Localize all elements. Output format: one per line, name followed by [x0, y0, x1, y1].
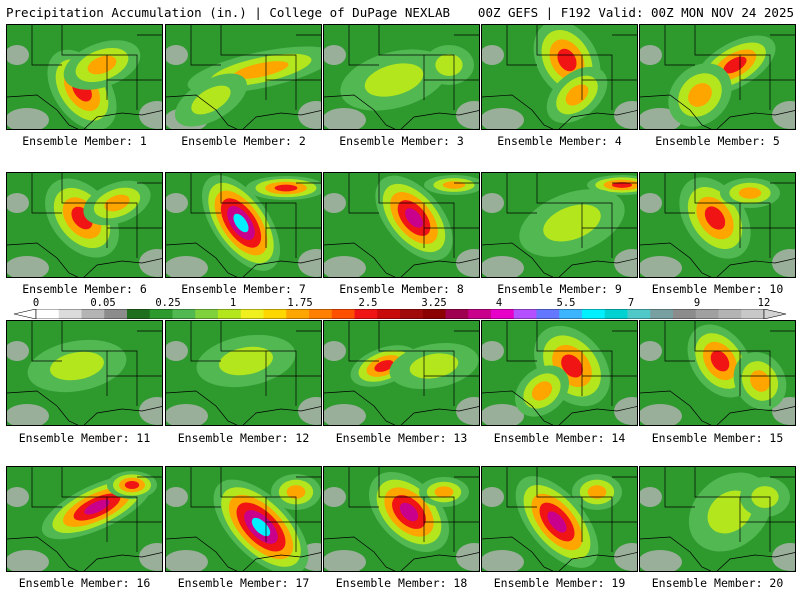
precip-map [7, 173, 162, 277]
colorbar-tick-label: 1 [229, 297, 237, 309]
precip-map [482, 467, 637, 571]
colorbar-ramp [13, 309, 787, 319]
precip-map [7, 321, 162, 425]
precip-map [166, 321, 321, 425]
colorbar-tick-label: 0.25 [155, 297, 181, 309]
ensemble-member-label: Ensemble Member: 1 [22, 134, 147, 148]
ensemble-member-label: Ensemble Member: 3 [339, 134, 464, 148]
ensemble-map-panel [165, 320, 322, 426]
model-valid-time: 00Z GEFS | F192 Valid: 00Z MON NOV 24 20… [477, 5, 794, 20]
ensemble-member-label: Ensemble Member: 5 [655, 134, 780, 148]
ensemble-map-panel [481, 466, 638, 572]
colorbar-tick-label: 0 [32, 297, 40, 309]
ensemble-member-label: Ensemble Member: 15 [651, 431, 784, 445]
precip-map [640, 321, 795, 425]
ensemble-map-panel [323, 320, 480, 426]
ensemble-map-panel [6, 24, 163, 130]
ensemble-member-label: Ensemble Member: 17 [177, 576, 310, 590]
ensemble-member-label: Ensemble Member: 9 [497, 282, 622, 296]
ensemble-member-label: Ensemble Member: 18 [335, 576, 468, 590]
product-title: Precipitation Accumulation (in.) | Colle… [6, 5, 451, 20]
precip-map [166, 467, 321, 571]
ensemble-map-panel [481, 320, 638, 426]
precip-colorbar: 0 0.05 0.25 1 1.75 2.5 3.25 4 5.5 7 9 12 [0, 297, 800, 321]
colorbar-tick-label: 1.75 [287, 297, 313, 309]
ensemble-member-label: Ensemble Member: 20 [651, 576, 784, 590]
precip-map [166, 173, 321, 277]
colorbar-tick-label: 5.5 [556, 297, 576, 309]
ensemble-member-label: Ensemble Member: 8 [339, 282, 464, 296]
ensemble-map-panel [639, 172, 796, 278]
ensemble-member-label: Ensemble Member: 4 [497, 134, 622, 148]
ensemble-member-label: Ensemble Member: 10 [651, 282, 784, 296]
ensemble-member-label: Ensemble Member: 12 [177, 431, 310, 445]
ensemble-member-label: Ensemble Member: 13 [335, 431, 468, 445]
ensemble-member-label: Ensemble Member: 16 [18, 576, 151, 590]
colorbar-tick-label: 0.05 [90, 297, 116, 309]
precip-map [640, 25, 795, 129]
precip-map [482, 25, 637, 129]
ensemble-member-label: Ensemble Member: 7 [181, 282, 306, 296]
ensemble-map-panel [165, 466, 322, 572]
precip-map [7, 467, 162, 571]
ensemble-member-label: Ensemble Member: 2 [181, 134, 306, 148]
ensemble-member-label: Ensemble Member: 19 [493, 576, 626, 590]
ensemble-map-panel [639, 466, 796, 572]
ensemble-map-panel [6, 466, 163, 572]
ensemble-map-panel [165, 172, 322, 278]
precip-map [166, 25, 321, 129]
ensemble-member-label: Ensemble Member: 6 [22, 282, 147, 296]
precip-map [640, 173, 795, 277]
precip-map [482, 173, 637, 277]
colorbar-tick-label: 3.25 [421, 297, 447, 309]
ensemble-map-panel [323, 24, 480, 130]
precip-map [482, 321, 637, 425]
ensemble-map-panel [165, 24, 322, 130]
colorbar-tick-label: 9 [693, 297, 701, 309]
ensemble-map-panel [323, 172, 480, 278]
ensemble-map-panel [6, 320, 163, 426]
ensemble-map-panel [639, 24, 796, 130]
colorbar-tick-label: 7 [627, 297, 635, 309]
ensemble-map-panel [323, 466, 480, 572]
ensemble-map-panel [6, 172, 163, 278]
precip-map [324, 25, 479, 129]
precip-map [324, 321, 479, 425]
ensemble-map-panel [481, 24, 638, 130]
ensemble-map-panel [481, 172, 638, 278]
precip-map [324, 467, 479, 571]
ensemble-member-label: Ensemble Member: 11 [18, 431, 151, 445]
ensemble-map-panel [639, 320, 796, 426]
colorbar-tick-label: 12 [757, 297, 771, 309]
precip-map [7, 25, 162, 129]
ensemble-member-label: Ensemble Member: 14 [493, 431, 626, 445]
colorbar-tick-label: 4 [495, 297, 503, 309]
colorbar-tick-label: 2.5 [358, 297, 378, 309]
precip-map [640, 467, 795, 571]
precip-map [324, 173, 479, 277]
